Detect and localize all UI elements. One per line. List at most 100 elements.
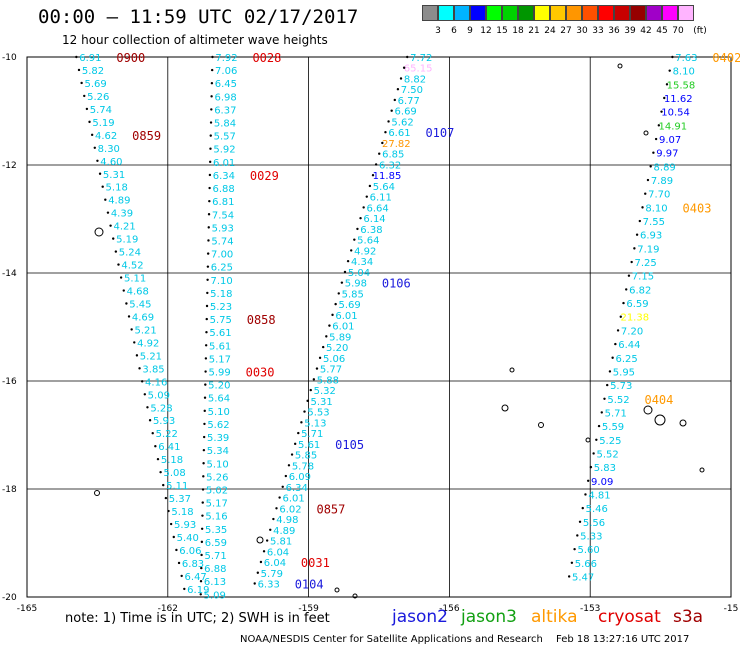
track-point bbox=[390, 109, 393, 112]
colorbar-swatch bbox=[646, 5, 662, 21]
track-point bbox=[206, 265, 210, 268]
axis-labels: -165 -162 -159 -156 -153 -15 -10 -12 -14 -16 -18 -2… bbox=[2, 53, 738, 614]
colorbar-swatch bbox=[534, 5, 550, 21]
swh-value-label: 5.93 bbox=[153, 416, 175, 427]
swh-value-label: 5.79 bbox=[261, 569, 283, 580]
swh-value-label: 6.61 bbox=[388, 128, 410, 139]
track-point bbox=[209, 121, 213, 124]
swh-value-label: 5.69 bbox=[84, 79, 106, 90]
track-point bbox=[378, 152, 381, 155]
colorbar-label: 3 bbox=[435, 26, 441, 36]
swh-value-label: 4.16 bbox=[145, 377, 167, 388]
swh-value-label: 6.82 bbox=[629, 285, 651, 296]
swh-value-label: 6.06 bbox=[179, 546, 201, 557]
track-point bbox=[584, 493, 587, 496]
colorbar-label: 24 bbox=[544, 26, 556, 36]
swh-value-label: 5.46 bbox=[586, 504, 608, 515]
track-point bbox=[201, 514, 204, 517]
track-point bbox=[205, 331, 208, 334]
swh-value-label: 5.19 bbox=[116, 235, 138, 246]
swh-value-label: 7.25 bbox=[635, 258, 657, 269]
track-point bbox=[106, 211, 110, 214]
swh-value-label: 5.78 bbox=[292, 461, 314, 472]
swh-value-label: 5.71 bbox=[605, 408, 627, 419]
island-outline bbox=[654, 414, 666, 426]
swh-value-label: 5.24 bbox=[119, 248, 141, 259]
swh-value-label: 5.64 bbox=[357, 236, 379, 247]
island-outlines bbox=[94, 63, 705, 599]
swh-value-label: 9.97 bbox=[656, 149, 678, 160]
island-outline bbox=[643, 130, 649, 136]
swh-value-label: 6.01 bbox=[282, 494, 304, 505]
track-point bbox=[203, 422, 206, 426]
swh-value-label: 5.98 bbox=[345, 279, 367, 290]
track-point bbox=[630, 260, 633, 264]
track-point bbox=[204, 344, 208, 347]
track-point bbox=[619, 315, 622, 318]
track-point bbox=[356, 227, 359, 231]
swh-value-label: 5.08 bbox=[163, 468, 185, 479]
track-point bbox=[393, 98, 396, 102]
track-point bbox=[589, 465, 593, 469]
track-point bbox=[122, 289, 125, 292]
track-point bbox=[622, 301, 625, 305]
page-subtitle: 12 hour collection of altimeter wave hei… bbox=[62, 33, 328, 47]
track-point bbox=[203, 396, 207, 399]
track-point bbox=[654, 137, 658, 141]
swh-value-label: 5.34 bbox=[207, 446, 229, 457]
lon-tick-label: -153 bbox=[580, 604, 600, 614]
track-point bbox=[200, 527, 204, 530]
swh-value-label: 11.62 bbox=[664, 94, 693, 105]
track-point bbox=[201, 501, 204, 504]
swh-value-label: 5.28 bbox=[150, 403, 172, 414]
track-point bbox=[331, 313, 334, 317]
swh-value-label: 5.13 bbox=[304, 418, 326, 429]
lon-tick-label: -15 bbox=[724, 604, 739, 614]
swh-value-label: 5.18 bbox=[210, 289, 232, 300]
swh-value-label: 5.10 bbox=[206, 459, 228, 470]
swh-value-label: 5.18 bbox=[161, 455, 183, 466]
track-point bbox=[156, 457, 160, 461]
track-point bbox=[98, 172, 102, 175]
swh-value-label: 4.92 bbox=[137, 338, 159, 349]
track-point bbox=[209, 134, 212, 137]
swh-value-label: 5.16 bbox=[205, 512, 227, 523]
track-point bbox=[135, 354, 139, 357]
swh-value-label: 6.01 bbox=[332, 322, 354, 333]
swh-value-label: 7.00 bbox=[211, 250, 233, 261]
track-point bbox=[130, 328, 133, 331]
track-point bbox=[206, 252, 210, 255]
track-point bbox=[359, 216, 362, 220]
track-point bbox=[290, 453, 294, 456]
swh-value-label: 5.37 bbox=[169, 494, 191, 505]
colorbar-swatch bbox=[502, 5, 518, 21]
swh-value-label: 6.64 bbox=[367, 203, 389, 214]
swh-value-label: 5.92 bbox=[213, 145, 235, 156]
colorbar-label: 18 bbox=[512, 26, 524, 36]
track-point bbox=[80, 81, 83, 85]
swh-value-label: 15.58 bbox=[667, 80, 696, 91]
colorbar-label: 30 bbox=[576, 26, 588, 36]
track-point bbox=[635, 233, 639, 236]
track-point bbox=[616, 329, 620, 332]
track-point bbox=[119, 276, 123, 279]
colorbar-swatch bbox=[598, 5, 614, 21]
track-point bbox=[207, 239, 210, 242]
track-point bbox=[210, 108, 213, 111]
swh-value-label: 5.88 bbox=[317, 375, 339, 386]
track-point bbox=[278, 496, 281, 499]
swh-value-label: 5.69 bbox=[339, 300, 361, 311]
swh-value-label: 5.32 bbox=[314, 386, 336, 397]
swh-value-label: 5.60 bbox=[577, 545, 599, 556]
swh-value-label: 5.09 bbox=[148, 390, 170, 401]
track-point bbox=[169, 522, 173, 526]
track-point bbox=[164, 496, 168, 500]
lat-tick-label: -10 bbox=[2, 53, 17, 63]
swh-value-label: 8.10 bbox=[673, 67, 695, 78]
track-point bbox=[200, 553, 203, 557]
track-point bbox=[204, 357, 208, 360]
track-point bbox=[627, 274, 631, 277]
swh-value-label: 3.85 bbox=[142, 364, 164, 375]
swh-value-label: 5.20 bbox=[208, 381, 230, 392]
track-point bbox=[300, 421, 303, 424]
